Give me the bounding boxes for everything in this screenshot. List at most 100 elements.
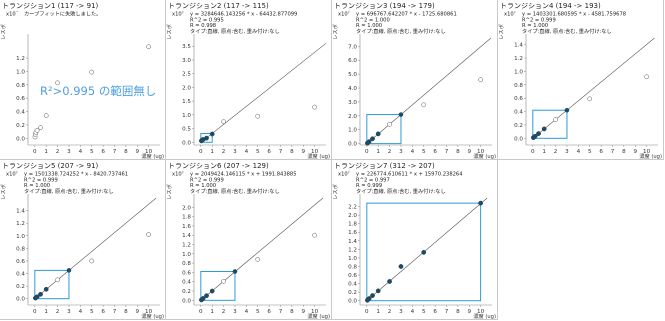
data-point-selected [209,288,215,294]
y-tick-label: 0.2 [514,123,523,129]
x-tick-label: 3 [233,309,237,315]
y-tick-label: 1.4 [16,209,25,215]
x-tick-label: 2 [222,309,226,315]
chart-panel-1[interactable]: トランジション1 (117 -> 91) x10´ カーブフィットに失敗しました。レ… [0,0,166,160]
x-tick-label: 7 [113,149,117,155]
fit-info-line: y = 1403301.680595 * x - 4581.759678 [522,12,626,18]
x-tick-label: 4 [79,309,83,315]
chart-panel-7[interactable]: トランジション7 (312 -> 207) x10⁷ y = 226774.6106… [332,160,498,320]
y-tick-label: 0.0 [182,140,191,146]
y-tick-label: 1.4 [348,239,357,245]
fit-info-line: R = 1.000 [24,183,50,189]
x-tick-label: 7 [445,149,449,155]
x-tick-label: 1 [44,149,48,155]
data-point-selected [398,264,404,269]
fit-info-line: タイプ:直線, 原点:含む, 重み付け:なし [522,27,612,35]
chart-title: トランジション6 (207 -> 129) [168,162,269,170]
data-point [312,104,317,110]
data-point-selected [43,286,49,292]
chart-panel-5[interactable]: トランジション5 (207 -> 91) x10⁷ y = 1501338.7242… [0,160,166,320]
y-axis-label: レスポ [0,24,7,40]
x-axis-label: 濃度 (ug) [307,152,330,160]
chart-panel-3[interactable]: トランジション3 (194 -> 179) x10⁷ y = 696767.6422… [332,0,498,160]
x-tick-label: 7 [611,149,615,155]
fit-info-line: y = 2049424.146115 * x + 1991.843885 [190,172,297,178]
data-point-selected [366,139,372,144]
data-point-selected [541,126,547,132]
y-tick-label: 0.0 [348,142,357,148]
y-tick-label: 1.0 [514,69,523,75]
x-tick-label: 2 [554,149,558,155]
range-note: R²>0.995 の範囲無し [40,84,156,98]
data-point-selected [478,200,483,206]
data-point [553,117,558,122]
chart-panel-6[interactable]: トランジション6 (207 -> 129) x10⁷ y = 2049424.146… [166,160,332,320]
chart-panel-4[interactable]: トランジション4 (194 -> 193) x10⁷ y = 1403301.680… [498,0,664,160]
x-tick-label: 8 [622,149,626,155]
data-point-selected [200,296,206,301]
x-tick-label: 8 [456,309,460,315]
fit-info-line: タイプ:直線, 原点:含む, 重み付け:なし [356,187,446,195]
x-axis-label: 濃度 (ug) [141,152,164,160]
x-tick-label: 0 [199,309,203,315]
data-point [312,232,317,238]
fit-range-box [366,114,402,145]
chart-panel-2[interactable]: トランジション2 (117 -> 115) x10⁷ y = 3284646.143… [166,0,332,160]
fit-info-line: タイプ:直線, 原点:含む, 重み付け:なし [356,27,446,35]
y-tick-label: 1.2 [514,56,523,62]
x-tick-label: 2 [56,309,60,315]
x-tick-label: 1 [210,149,214,155]
x-tick-label: 9 [633,149,637,155]
data-point [89,258,95,264]
y-axis-label: レスポ [0,184,7,200]
data-point [255,113,261,119]
y-tick-label: 0.6 [182,270,191,276]
chart-title: トランジション3 (194 -> 179) [334,2,435,10]
y-tick-label: 0.6 [348,273,357,279]
x-tick-label: 7 [279,309,283,315]
x-tick-label: 10 [477,149,485,155]
y-tick-label: 1.0 [182,252,191,258]
y-tick-label: 1.4 [514,43,523,49]
data-point-selected [232,269,238,274]
x-tick-label: 2 [388,309,392,315]
x-tick-label: 0 [33,309,37,315]
x-tick-label: 1 [376,309,380,315]
x-tick-label: 4 [577,149,581,155]
y-tick-label: 5.0 [348,72,357,78]
fit-line [366,197,488,301]
y-tick-label: 0.8 [16,83,25,89]
x-tick-label: 8 [290,309,294,315]
fit-info-line: y = 1501338.724252 * x - 8420.737461 [24,172,128,178]
x-tick-label: 7 [445,309,449,315]
data-point [146,232,151,237]
fit-line [366,37,492,144]
x-tick-label: 5 [422,309,426,315]
y-tick-label: 2.0 [182,205,191,211]
y-tick-label: 6.0 [348,58,357,64]
fit-info-line: R = 1.000 [356,23,382,29]
data-point [38,125,43,130]
x-tick-label: 6 [101,149,105,155]
y-tick-label: 1.6 [348,230,357,236]
data-point [421,102,427,108]
fit-line [34,197,157,299]
data-point [34,127,40,133]
y-axis-label: レスポ [166,24,173,40]
x-tick-label: 10 [145,149,153,155]
y-tick-label: 0.0 [514,136,523,142]
chart-title: トランジション2 (117 -> 115) [168,2,269,10]
x-tick-label: 9 [467,309,471,315]
data-point [43,113,49,118]
data-point-selected [204,135,209,141]
x-tick-label: 10 [311,309,319,315]
data-point-selected [38,291,43,297]
y-tick-label: 2.5 [182,72,191,78]
x-tick-label: 8 [124,309,128,315]
fit-info-line: y = 226774.610611 * x + 15970.238264 [356,172,463,178]
x-tick-label: 3 [233,149,237,155]
y-tick-label: 1.8 [182,215,191,221]
y-exponent-label: x10⁷ [504,12,516,18]
fit-info-line: タイプ:直線, 原点:含む, 重み付け:なし [190,27,280,35]
x-axis-label: 濃度 (ug) [141,312,164,320]
